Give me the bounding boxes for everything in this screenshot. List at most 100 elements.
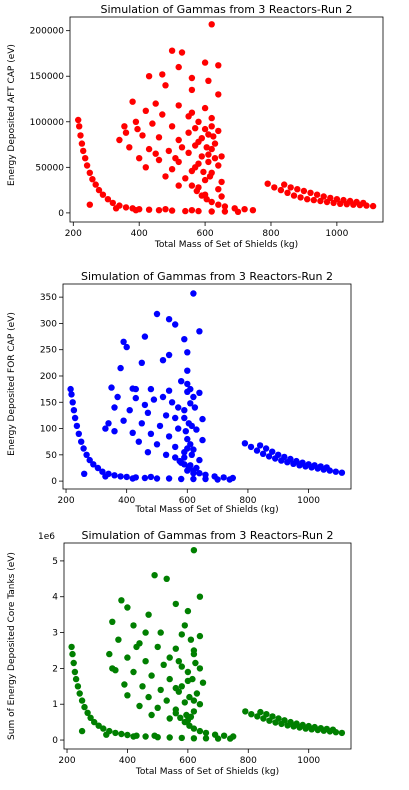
data-point [142, 658, 149, 665]
data-point [130, 668, 137, 676]
data-point [175, 658, 182, 665]
data-point [102, 425, 109, 432]
data-point [310, 196, 317, 204]
data-point [117, 473, 124, 480]
data-point [144, 449, 152, 456]
data-point [175, 425, 182, 432]
data-point [144, 409, 152, 416]
data-point [75, 116, 82, 124]
data-point [160, 661, 167, 668]
data-point [122, 204, 130, 211]
data-point [187, 713, 195, 720]
data-point [271, 184, 278, 191]
data-point [211, 473, 218, 480]
data-point [99, 468, 106, 475]
data-point [148, 672, 155, 679]
data-point [153, 441, 161, 448]
data-point [111, 472, 118, 479]
data-point [152, 150, 159, 157]
x-axis-label: Total Mass of Set of Shields (kg) [135, 767, 279, 777]
data-point [92, 181, 99, 188]
data-point [165, 387, 173, 394]
data-point [172, 645, 179, 652]
data-point [218, 193, 225, 200]
data-point [112, 729, 119, 737]
data-point [153, 310, 161, 318]
data-point [153, 475, 161, 482]
data-point [151, 572, 158, 579]
data-point [230, 733, 237, 740]
data-point [155, 207, 163, 214]
data-point [199, 436, 206, 444]
data-point [195, 118, 202, 126]
data-point [156, 422, 164, 430]
data-point [147, 385, 155, 393]
y-tick-label: 4 [52, 593, 58, 603]
y-tick-label: 150 [40, 398, 57, 408]
x-tick-label: 1000 [297, 496, 320, 506]
data-point [138, 420, 145, 427]
data-point [159, 393, 167, 401]
data-point [126, 407, 133, 414]
data-point [190, 697, 198, 704]
chart-aft-cap: 200 400 600 800 1000 0 50000 100000 150000 200000… [7, 3, 384, 250]
data-point [187, 400, 194, 407]
data-point [172, 155, 179, 162]
data-point [149, 120, 156, 127]
data-point [109, 618, 116, 625]
data-point [201, 191, 209, 198]
data-point [168, 166, 176, 173]
data-point [154, 643, 161, 651]
data-point [187, 385, 194, 393]
data-point [190, 547, 198, 554]
data-point [305, 722, 312, 730]
x-axis-label: Total Mass of Set of Shields (kg) [134, 505, 278, 515]
data-point [94, 464, 102, 472]
data-point [78, 697, 86, 704]
data-point [168, 207, 176, 214]
data-point [202, 729, 210, 737]
data-point [187, 636, 195, 643]
data-point [132, 385, 139, 393]
data-point [360, 199, 367, 207]
data-point [184, 668, 192, 676]
data-point [178, 631, 185, 638]
data-point [208, 21, 215, 28]
data-point [165, 475, 173, 482]
data-point [317, 197, 324, 205]
data-point [181, 336, 188, 343]
data-point [120, 417, 127, 424]
data-point [124, 654, 131, 661]
data-point [106, 650, 113, 658]
data-point [277, 186, 285, 194]
data-point [145, 611, 152, 618]
data-point [275, 451, 282, 458]
x-tick-label: 800 [262, 229, 279, 239]
data-point [80, 445, 87, 452]
data-point [86, 169, 94, 176]
data-point [182, 175, 189, 182]
data-point [172, 600, 179, 608]
data-point [208, 145, 215, 153]
y-tick-label: 0 [52, 736, 58, 746]
data-point [141, 474, 149, 482]
data-point [190, 735, 198, 742]
data-point [313, 191, 321, 198]
data-point [118, 597, 125, 604]
data-point [195, 184, 202, 191]
data-point [184, 607, 192, 615]
data-point [103, 731, 110, 738]
data-point [199, 679, 207, 686]
data-point [317, 725, 324, 732]
data-point [172, 321, 179, 328]
data-point [116, 136, 123, 144]
data-point [166, 734, 173, 741]
data-point [190, 470, 197, 477]
data-point [190, 475, 197, 483]
data-point [90, 461, 97, 468]
data-point [188, 451, 195, 458]
data-point [162, 82, 169, 89]
data-point [81, 470, 88, 477]
data-point [145, 693, 152, 701]
data-point [188, 182, 196, 189]
